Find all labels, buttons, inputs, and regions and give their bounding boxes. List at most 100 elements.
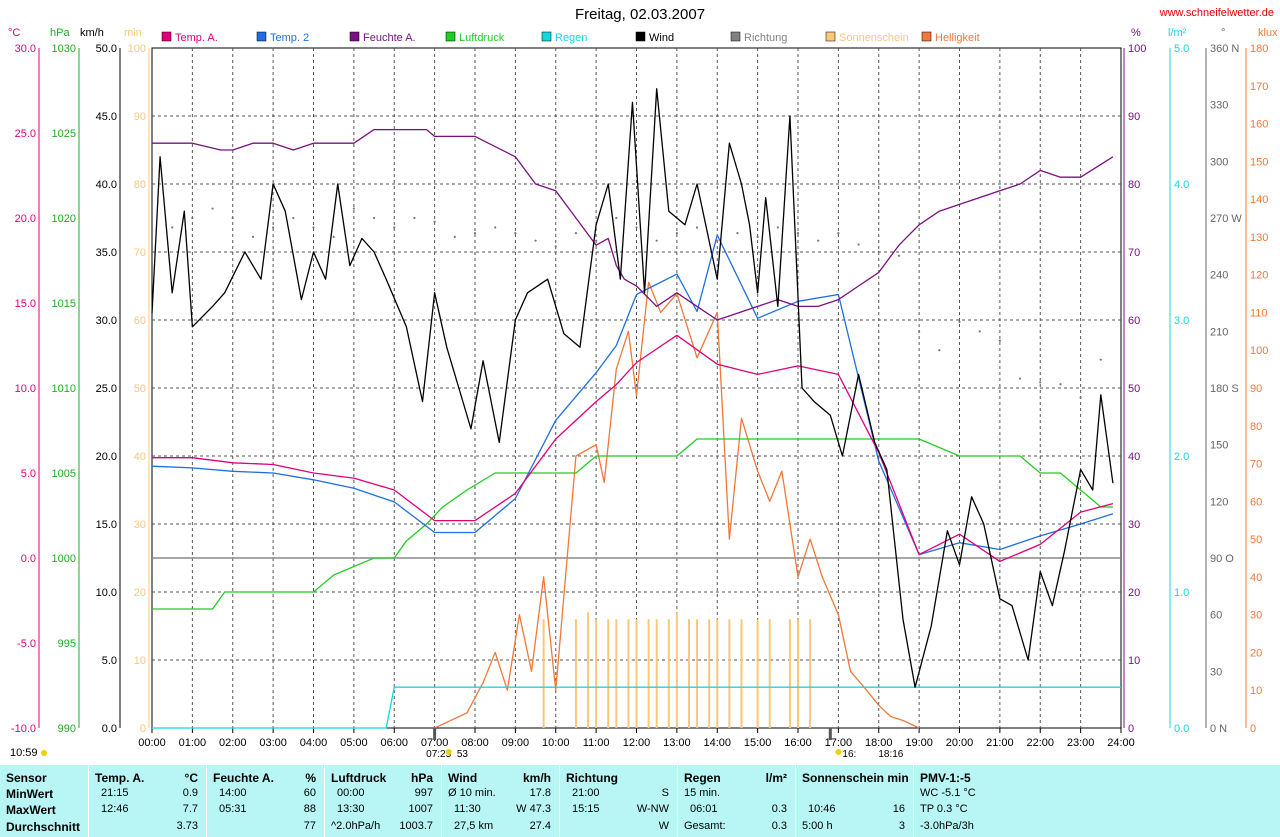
axis-tick-label-min: 0 [140, 723, 146, 735]
axis-tick-label-lm2: 2.0 [1174, 451, 1189, 463]
axis-tick-label-klux: 10 [1250, 685, 1262, 697]
axis-tick-label-deg: 60 [1210, 610, 1222, 622]
stats-wind-r1a: Ø 10 min. [448, 787, 496, 799]
direction-point [272, 226, 275, 229]
series-helligkeit [434, 281, 920, 729]
stats-feuchte-avg: 77 [303, 820, 316, 832]
stats-sonne-r3a: 5:00 h [802, 820, 833, 832]
axis-tick-label-min: 80 [134, 179, 146, 191]
axis-tick-label-kmh: 5.0 [102, 655, 117, 667]
legend-swatch [541, 31, 552, 42]
legend-label: Helligkeit [935, 32, 980, 44]
stats-col-luftdruck: Luftdruck hPa 00:00 997 13:30 1007 ^2.0h… [325, 765, 442, 837]
axis-unit-deg: ° [1221, 27, 1225, 39]
direction-point [958, 320, 961, 323]
x-tick-label: 00:00 [138, 737, 166, 749]
direction-point [796, 232, 800, 235]
axis-tick-label-deg: 240 [1210, 270, 1228, 282]
direction-point [473, 232, 477, 235]
axis-tick-label-hpa: 990 [58, 723, 76, 735]
x-tick-label: 22:00 [1026, 737, 1054, 749]
stats-richtung-r1b: S [661, 787, 669, 799]
direction-point [211, 207, 214, 210]
chart-title: Freitag, 02.03.2007 [574, 6, 706, 23]
axis-tick-label-pct: 20 [1128, 587, 1140, 599]
sunrise-label: 10:59 [10, 747, 38, 759]
stats-regen-r2b: 0.3 [771, 803, 787, 815]
axis-tick-label-deg: 0 N [1210, 723, 1227, 735]
direction-point [433, 220, 436, 223]
x-tick-label: 08:00 [461, 737, 489, 749]
axis-tick-label-pct: 40 [1128, 451, 1140, 463]
legend-label: Temp. A. [175, 32, 218, 44]
axis-tick-label-temp: -5.0 [17, 638, 36, 650]
stats-row-max: MaxWert [6, 803, 56, 817]
direction-point [756, 235, 759, 238]
stats-luftdruck-min-val: 997 [414, 787, 433, 799]
series-sonnenschein [542, 612, 812, 728]
x-tick-label: 01:00 [179, 737, 207, 749]
series-temp-2 [151, 234, 1114, 556]
axis-tick-label-kmh: 45.0 [96, 111, 117, 123]
axis-tick-label-temp: 20.0 [15, 213, 36, 225]
axis-tick-label-deg: 180 S [1210, 383, 1239, 395]
axis-tick-label-kmh: 15.0 [96, 519, 117, 531]
direction-point [574, 232, 578, 235]
x-tick-label: 20:00 [946, 737, 974, 749]
sun-start-duration-label: 53 [457, 749, 469, 760]
stats-row-avg: Durchschnitt [6, 820, 81, 834]
direction-point [998, 339, 1001, 342]
direction-point [1039, 381, 1042, 384]
axis-tick-label-min: 90 [134, 111, 146, 123]
axis-tick-label-temp: 25.0 [15, 128, 36, 140]
direction-point [716, 239, 719, 242]
direction-point [413, 216, 416, 220]
axis-unit-lm2: l/m² [1168, 27, 1187, 39]
series-line [151, 234, 1114, 556]
axis-unit-temp: °C [8, 27, 20, 39]
axis-tick-label-min: 70 [134, 247, 146, 259]
series-line [434, 281, 920, 729]
axis-tick-label-klux: 50 [1250, 534, 1262, 546]
stats-luftdruck-max-val: 1007 [408, 803, 433, 815]
stats-feuchte-min-time: 14:00 [219, 787, 247, 799]
series-temp-a [152, 334, 1114, 563]
stats-feuchte-min-val: 60 [303, 787, 316, 799]
legend-swatch [825, 31, 836, 42]
direction-point [514, 232, 517, 235]
stats-wind-r3b: 27.4 [529, 820, 551, 832]
legend-swatch [730, 31, 741, 42]
axis-tick-label-temp: -10.0 [11, 723, 36, 735]
stats-richtung-r2b: W-NW [636, 803, 669, 815]
axis-tick-label-lm2: 0.0 [1174, 723, 1189, 735]
stats-sonne-r3b: 3 [898, 820, 905, 832]
direction-point [251, 235, 255, 238]
axis-unit-kmh: km/h [80, 27, 104, 39]
stats-row-min: MinWert [6, 787, 54, 801]
sun-start-label: 07:25 [426, 749, 451, 760]
x-tick-label: 24:00 [1107, 737, 1135, 749]
direction-point [595, 239, 598, 242]
legend-swatch [921, 31, 932, 42]
axis-tick-label-hpa: 1025 [52, 128, 76, 140]
legend-label: Richtung [744, 32, 787, 44]
direction-point [938, 349, 941, 352]
stats-sensor-title: Sensor [6, 771, 47, 785]
stats-wind-title: Wind [448, 771, 478, 785]
axis-tick-label-temp: 15.0 [15, 298, 36, 310]
legend-label: Luftdruck [459, 32, 505, 44]
axis-tick-label-min: 20 [134, 587, 146, 599]
axis-tick-label-deg: 90 O [1210, 553, 1234, 565]
axis-tick-label-pct: 0 [1128, 723, 1134, 735]
axis-unit-hpa: hPa [50, 27, 70, 39]
axis-tick-label-kmh: 50.0 [96, 43, 117, 55]
site-link[interactable]: www.schneifelwetter.de [1159, 7, 1274, 19]
series-line [152, 686, 1121, 729]
sun-icon [445, 749, 452, 755]
axis-unit-klux: klux [1258, 27, 1278, 39]
axis-tick-label-deg: 300 [1210, 156, 1228, 168]
stats-richtung-r3b: W [658, 820, 669, 832]
axis-tick-label-klux: 70 [1250, 459, 1262, 471]
x-tick-label: 14:00 [703, 737, 731, 749]
axis-tick-label-temp: 5.0 [21, 468, 36, 480]
